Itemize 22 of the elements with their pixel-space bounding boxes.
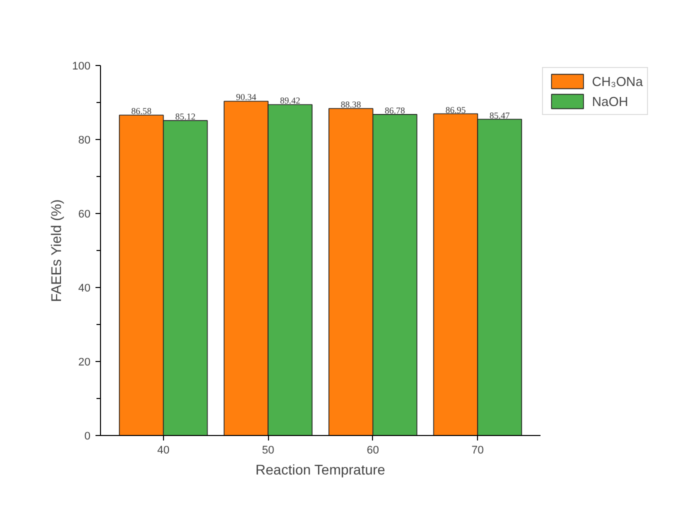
- y-tick-label: 0: [84, 430, 91, 442]
- y-axis-title: FAEEs Yield (%): [48, 199, 64, 302]
- legend-label: CH₃ONa: [592, 74, 643, 88]
- data-label: 86.58: [131, 106, 152, 116]
- x-axis-title: Reaction Temprature: [256, 462, 386, 478]
- legend-label: NaOH: [592, 94, 628, 108]
- x-tick-label: 50: [262, 444, 274, 456]
- data-label: 85.12: [175, 112, 196, 122]
- data-label: 86.95: [446, 104, 466, 115]
- data-label: 85.47: [490, 110, 510, 120]
- y-tick-label: 80: [78, 134, 91, 146]
- y-tick-label: 20: [78, 356, 91, 368]
- data-label: 89.42: [280, 96, 300, 106]
- data-label: 88.38: [340, 99, 362, 110]
- y-tick-label: 60: [78, 208, 91, 220]
- y-tick-label: 100: [72, 60, 91, 72]
- y-tick-label: 40: [78, 282, 91, 294]
- x-tick-label: 40: [157, 444, 170, 456]
- data-label: 86.78: [384, 105, 406, 116]
- data-label: 90.34: [236, 92, 257, 102]
- x-tick-label: 70: [472, 444, 484, 456]
- x-tick-label: 60: [366, 444, 380, 456]
